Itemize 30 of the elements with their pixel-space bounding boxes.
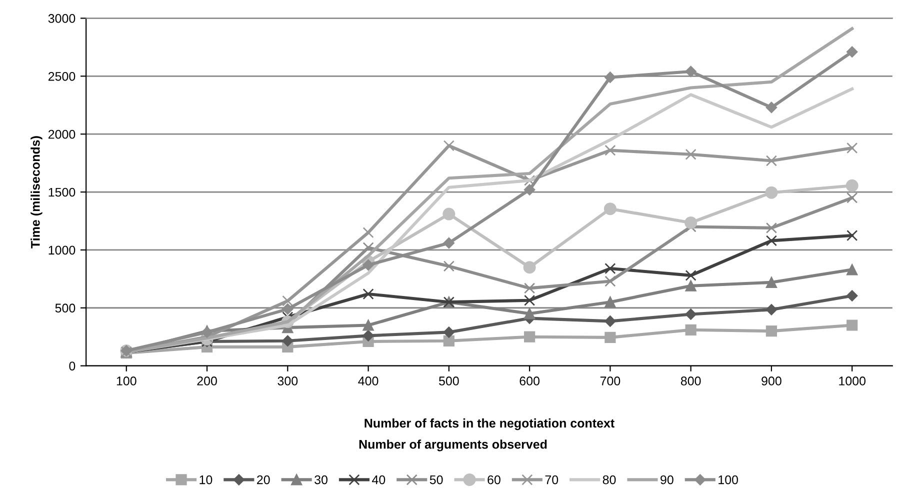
legend-label: 70 <box>545 475 558 484</box>
legend-title: Number of arguments observed <box>359 440 547 452</box>
x-tick-label: 500 <box>438 376 459 386</box>
legend-label: 50 <box>430 475 443 484</box>
legend-label: 100 <box>718 475 738 484</box>
y-tick-label: 1500 <box>48 188 76 197</box>
y-tick-label: 3000 <box>48 14 76 23</box>
x-tick-label: 400 <box>358 376 378 386</box>
x-axis-title: Number of facts in the negotiation context <box>364 418 614 430</box>
y-tick-label: 0 <box>69 362 76 370</box>
y-tick-label: 1000 <box>48 246 76 255</box>
legend-label: 80 <box>602 475 616 484</box>
legend-label: 90 <box>660 475 674 484</box>
x-tick-label: 800 <box>680 376 701 386</box>
legend-label: 10 <box>200 475 212 484</box>
legend-label: 20 <box>257 475 270 484</box>
x-tick-label: 300 <box>278 376 298 386</box>
legend-label: 60 <box>488 475 500 484</box>
x-tick-label: 1000 <box>839 376 866 386</box>
x-tick-label: 600 <box>520 376 540 386</box>
legend-label: 40 <box>372 475 386 484</box>
x-tick-label: 700 <box>600 376 620 386</box>
y-tick-label: 500 <box>55 304 76 313</box>
y-axis-title: Time (miliseconds) <box>30 136 42 248</box>
x-tick-label: 100 <box>116 376 136 386</box>
legend-label: 30 <box>314 475 328 484</box>
y-tick-label: 2000 <box>48 130 76 139</box>
x-tick-label: 900 <box>762 376 782 386</box>
x-tick-label: 200 <box>197 376 217 386</box>
y-tick-label: 2500 <box>48 72 76 81</box>
